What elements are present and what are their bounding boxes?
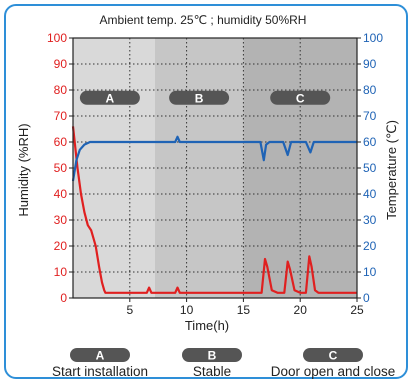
left-tick-label: 90 bbox=[54, 57, 68, 71]
legend-badge-c bbox=[303, 348, 363, 362]
right-tick-label: 40 bbox=[363, 187, 377, 201]
left-axis-ticks: 0 10 20 30 40 50 60 70 80 90 100 bbox=[47, 31, 73, 305]
phase-badge-a bbox=[79, 90, 140, 105]
right-axis-ticks: 0 10 20 30 40 50 60 70 80 90 100 bbox=[357, 31, 383, 305]
phase-badges: A B C bbox=[79, 90, 331, 105]
right-tick-label: 10 bbox=[363, 265, 377, 279]
legend-badge-b bbox=[182, 348, 242, 362]
x-tick-label: 10 bbox=[180, 303, 194, 317]
series-line-temperature bbox=[71, 135, 357, 182]
left-tick-label: 100 bbox=[47, 31, 67, 45]
series-lines bbox=[71, 126, 357, 294]
right-tick-label: 50 bbox=[363, 161, 377, 175]
x-tick-label: 15 bbox=[237, 303, 251, 317]
phase-badge-b bbox=[169, 90, 230, 105]
right-tick-label: 30 bbox=[363, 213, 377, 227]
x-axis-ticks: 5 10 15 20 25 bbox=[126, 298, 364, 317]
phase-badge-c bbox=[270, 90, 331, 105]
left-tick-label: 60 bbox=[54, 135, 68, 149]
grid-lines bbox=[73, 38, 357, 298]
legend-label: Stable bbox=[193, 364, 231, 379]
left-axis-label: Humidity (%RH) bbox=[16, 123, 31, 216]
legend-badge-label: B bbox=[208, 349, 217, 363]
right-tick-label: 100 bbox=[363, 31, 383, 45]
right-tick-label: 90 bbox=[363, 57, 377, 71]
left-tick-label: 30 bbox=[54, 213, 68, 227]
right-axis-label: Temperature (℃) bbox=[384, 120, 399, 220]
left-tick-label: 70 bbox=[54, 109, 68, 123]
x-tick-label: 5 bbox=[126, 303, 133, 317]
right-tick-label: 0 bbox=[363, 291, 370, 305]
legend-label: Door open and close bbox=[271, 364, 396, 379]
right-tick-label: 70 bbox=[363, 109, 377, 123]
left-tick-label: 50 bbox=[54, 161, 68, 175]
legend-badge-label: C bbox=[329, 349, 338, 363]
phase-badge-label: B bbox=[195, 91, 204, 105]
chart-title: Ambient temp. 25℃ ; humidity 50%RH bbox=[100, 13, 307, 27]
x-tick-label: 20 bbox=[294, 303, 308, 317]
legend-badge-label: A bbox=[96, 349, 105, 363]
legend-badge-a bbox=[70, 348, 130, 362]
left-tick-label: 40 bbox=[54, 187, 68, 201]
left-tick-label: 10 bbox=[54, 265, 68, 279]
x-axis-label: Time(h) bbox=[185, 318, 229, 333]
left-tick-label: 80 bbox=[54, 83, 68, 97]
right-tick-label: 60 bbox=[363, 135, 377, 149]
left-tick-label: 20 bbox=[54, 239, 68, 253]
right-tick-label: 20 bbox=[363, 239, 377, 253]
phase-badge-label: C bbox=[296, 91, 305, 105]
x-tick-label: 25 bbox=[350, 303, 364, 317]
right-tick-label: 80 bbox=[363, 83, 377, 97]
left-tick-label: 0 bbox=[60, 291, 67, 305]
legend-label: Start installation bbox=[52, 364, 148, 379]
series-line-humidity bbox=[71, 126, 357, 294]
phase-badge-label: A bbox=[106, 91, 115, 105]
